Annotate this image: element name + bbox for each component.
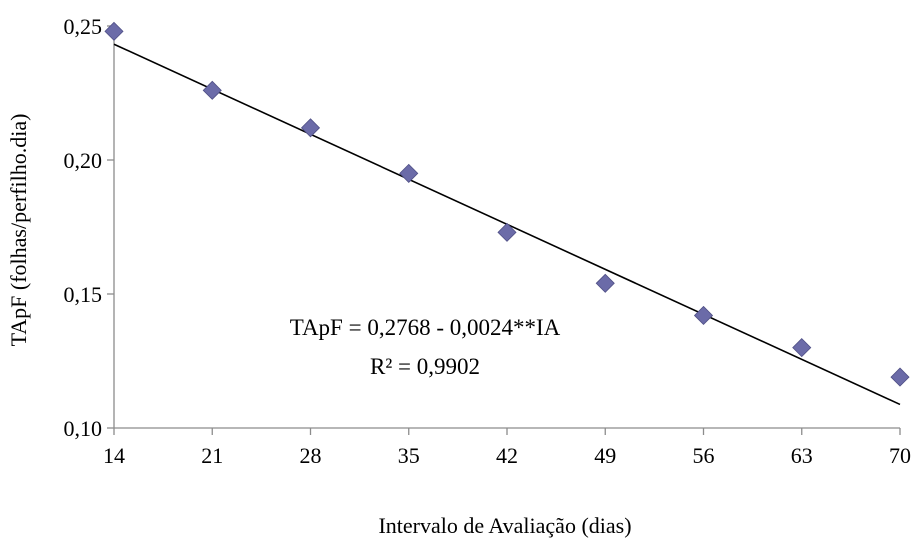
data-point <box>399 163 419 183</box>
data-point <box>202 80 222 100</box>
x-tick-label: 49 <box>594 443 616 468</box>
data-point <box>104 21 124 41</box>
data-point <box>890 367 910 387</box>
y-axis-title: TApF (folhas/perfilho.dia) <box>6 114 31 347</box>
x-tick-label: 28 <box>300 443 322 468</box>
data-points <box>104 21 910 387</box>
x-tick-label: 70 <box>889 443 911 468</box>
y-tick-label: 0,25 <box>64 14 103 39</box>
x-tick-label: 42 <box>496 443 518 468</box>
data-point <box>595 273 615 293</box>
data-point <box>300 118 321 138</box>
y-ticks: 0,10 0,15 0,20 0,25 <box>64 14 114 441</box>
y-tick-label: 0,20 <box>64 148 103 173</box>
equation-annotation: TApF = 0,2768 - 0,0024**IA <box>290 315 561 340</box>
x-tick-label: 14 <box>103 443 125 468</box>
x-tick-label: 56 <box>693 443 715 468</box>
x-tick-label: 63 <box>791 443 813 468</box>
y-tick-label: 0,10 <box>64 416 103 441</box>
data-point <box>497 222 517 242</box>
r-squared-annotation: R² = 0,9902 <box>370 354 480 379</box>
x-ticks: 14 21 28 35 42 49 56 63 70 <box>103 428 911 468</box>
x-axis-title: Intervalo de Avaliação (dias) <box>378 513 631 538</box>
x-tick-label: 21 <box>201 443 223 468</box>
data-point <box>693 305 714 326</box>
x-tick-label: 35 <box>398 443 420 468</box>
y-tick-label: 0,15 <box>64 282 103 307</box>
data-point <box>792 338 812 358</box>
